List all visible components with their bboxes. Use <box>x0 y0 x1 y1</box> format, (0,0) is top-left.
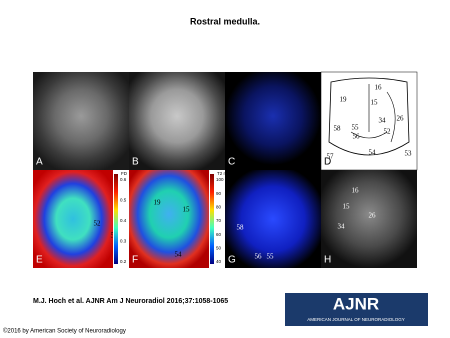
panel-annotation: 15 <box>371 99 379 107</box>
colorbar-tick: 60 <box>216 232 222 237</box>
panel-label: F <box>132 255 138 266</box>
panel-label: H <box>324 255 331 266</box>
panel-annotation: 57 <box>327 153 335 161</box>
colorbar <box>114 174 118 264</box>
slide-title: Rostral medulla. <box>190 16 260 26</box>
diagram-outline <box>328 77 410 156</box>
colorbar <box>210 174 214 264</box>
panel-annotation: 19 <box>154 199 162 207</box>
panel-annotation: 52 <box>384 128 392 136</box>
colorbar-tick: 70 <box>216 218 222 223</box>
panel-annotation: 34 <box>379 117 387 125</box>
diagram-lines <box>350 84 396 143</box>
colorbar-title: T2 ms <box>217 171 230 176</box>
colorbar-tick: 0.3 <box>120 239 127 244</box>
colorbar-tick: 0.6 <box>120 177 127 182</box>
panel-annotation: 15 <box>343 203 351 211</box>
panel-label: G <box>228 255 236 266</box>
panel-annotation: 53 <box>405 150 413 158</box>
panel-annotation: 26 <box>397 115 405 123</box>
panel-annotation: 55 <box>267 253 275 261</box>
panel-annotation: 56 <box>353 133 361 141</box>
copyright: ©2016 by American Society of Neuroradiol… <box>3 328 126 335</box>
panel-annotation: 55 <box>352 124 360 132</box>
colorbar-tick: 100 <box>216 177 224 182</box>
colorbar-title: FD <box>121 171 128 176</box>
colorbar-tick: 40 <box>216 259 222 264</box>
panel-image <box>225 72 321 170</box>
panel-label: D <box>324 157 331 168</box>
panel-annotation: 16 <box>375 84 383 92</box>
panel-image <box>129 170 209 268</box>
panel-annotation: 34 <box>338 223 346 231</box>
colorbar-tick: 0.4 <box>120 218 127 223</box>
logo-name: AJNR <box>333 294 379 313</box>
panel-annotation: 54 <box>369 149 377 157</box>
logo-box <box>285 293 428 326</box>
panel-label: A <box>36 157 43 168</box>
panel-image <box>33 170 113 268</box>
colorbar-tick: 90 <box>216 191 222 196</box>
panel-image <box>129 72 225 170</box>
colorbar-tick: 0.2 <box>120 259 127 264</box>
panel-annotation: 54 <box>175 251 183 259</box>
panel-annotation: 52 <box>94 220 102 228</box>
logo-subtitle: AMERICAN JOURNAL OF NEURORADIOLOGY <box>307 317 405 322</box>
panel-annotation: 26 <box>369 212 377 220</box>
colorbar-tick: 80 <box>216 205 222 210</box>
panel-annotation: 15 <box>183 206 191 214</box>
panel-label: B <box>132 157 139 168</box>
panel-annotation: 56 <box>255 253 263 261</box>
panel-annotation: 19 <box>340 96 348 104</box>
panel-label: C <box>228 157 235 168</box>
panel-annotation: 58 <box>334 125 342 133</box>
panel-annotation: 58 <box>237 224 245 232</box>
panel-image <box>321 170 417 268</box>
colorbar-tick: 50 <box>216 246 222 251</box>
figure: ABC161915342658555256575453D5253EFD0.60.… <box>33 71 418 268</box>
panel-annotation: 16 <box>352 187 360 195</box>
panel-label: E <box>36 255 43 266</box>
citation: M.J. Hoch et al. AJNR Am J Neuroradiol 2… <box>33 298 228 305</box>
panel-image <box>33 72 129 170</box>
colorbar-tick: 0.5 <box>120 198 127 203</box>
panel-image <box>225 170 321 268</box>
